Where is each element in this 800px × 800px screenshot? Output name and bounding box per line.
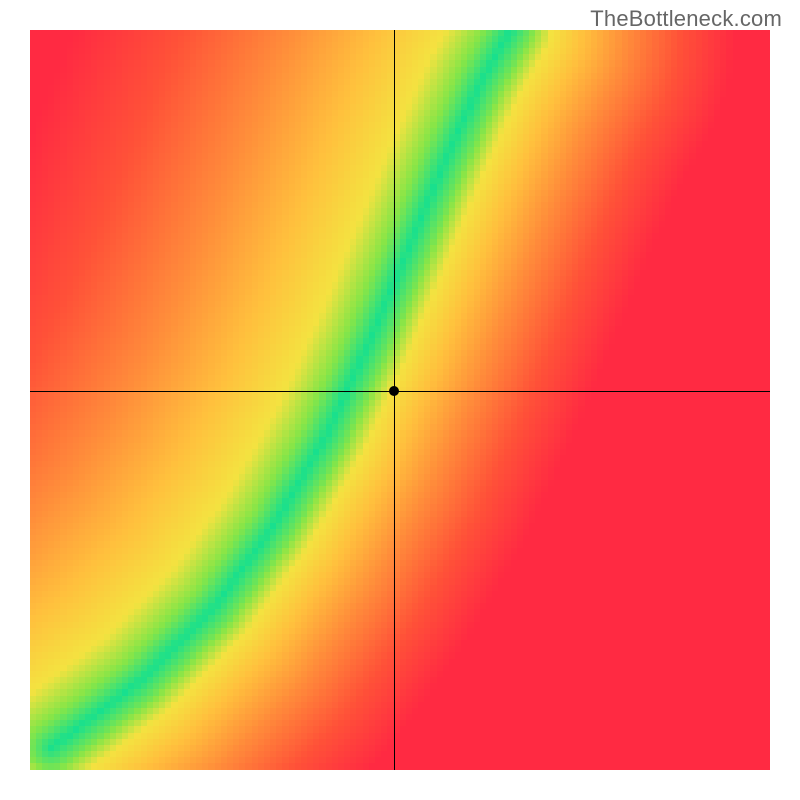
figure-container: TheBottleneck.com bbox=[0, 0, 800, 800]
heatmap-wrap bbox=[30, 30, 770, 770]
crosshair-vertical bbox=[394, 30, 395, 770]
crosshair-horizontal bbox=[30, 391, 770, 392]
watermark-text: TheBottleneck.com bbox=[590, 6, 782, 32]
plot-area bbox=[30, 30, 770, 770]
crosshair-marker bbox=[389, 386, 399, 396]
heatmap-canvas bbox=[30, 30, 770, 770]
